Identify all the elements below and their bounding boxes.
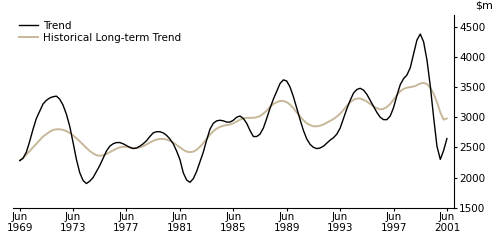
Trend: [84, 182, 90, 185]
Historical Long-term Trend: [421, 81, 427, 84]
Historical Long-term Trend: [444, 117, 450, 120]
Trend: [274, 90, 280, 93]
Line: Historical Long-term Trend: Historical Long-term Trend: [20, 83, 447, 161]
Line: Trend: Trend: [20, 34, 447, 184]
Historical Long-term Trend: [391, 98, 396, 101]
Legend: Trend, Historical Long-term Trend: Trend, Historical Long-term Trend: [18, 20, 182, 44]
Historical Long-term Trend: [270, 103, 276, 105]
Historical Long-term Trend: [241, 117, 247, 120]
Trend: [17, 159, 23, 162]
Trend: [394, 94, 400, 97]
Trend: [244, 122, 249, 125]
Trend: [417, 33, 423, 35]
Historical Long-term Trend: [17, 159, 23, 162]
Historical Long-term Trend: [134, 147, 140, 149]
Historical Long-term Trend: [354, 97, 360, 100]
Trend: [357, 87, 363, 90]
Trend: [37, 110, 43, 113]
Historical Long-term Trend: [37, 139, 43, 141]
Trend: [137, 145, 143, 148]
Trend: [444, 137, 450, 140]
Y-axis label: $m: $m: [476, 1, 494, 11]
